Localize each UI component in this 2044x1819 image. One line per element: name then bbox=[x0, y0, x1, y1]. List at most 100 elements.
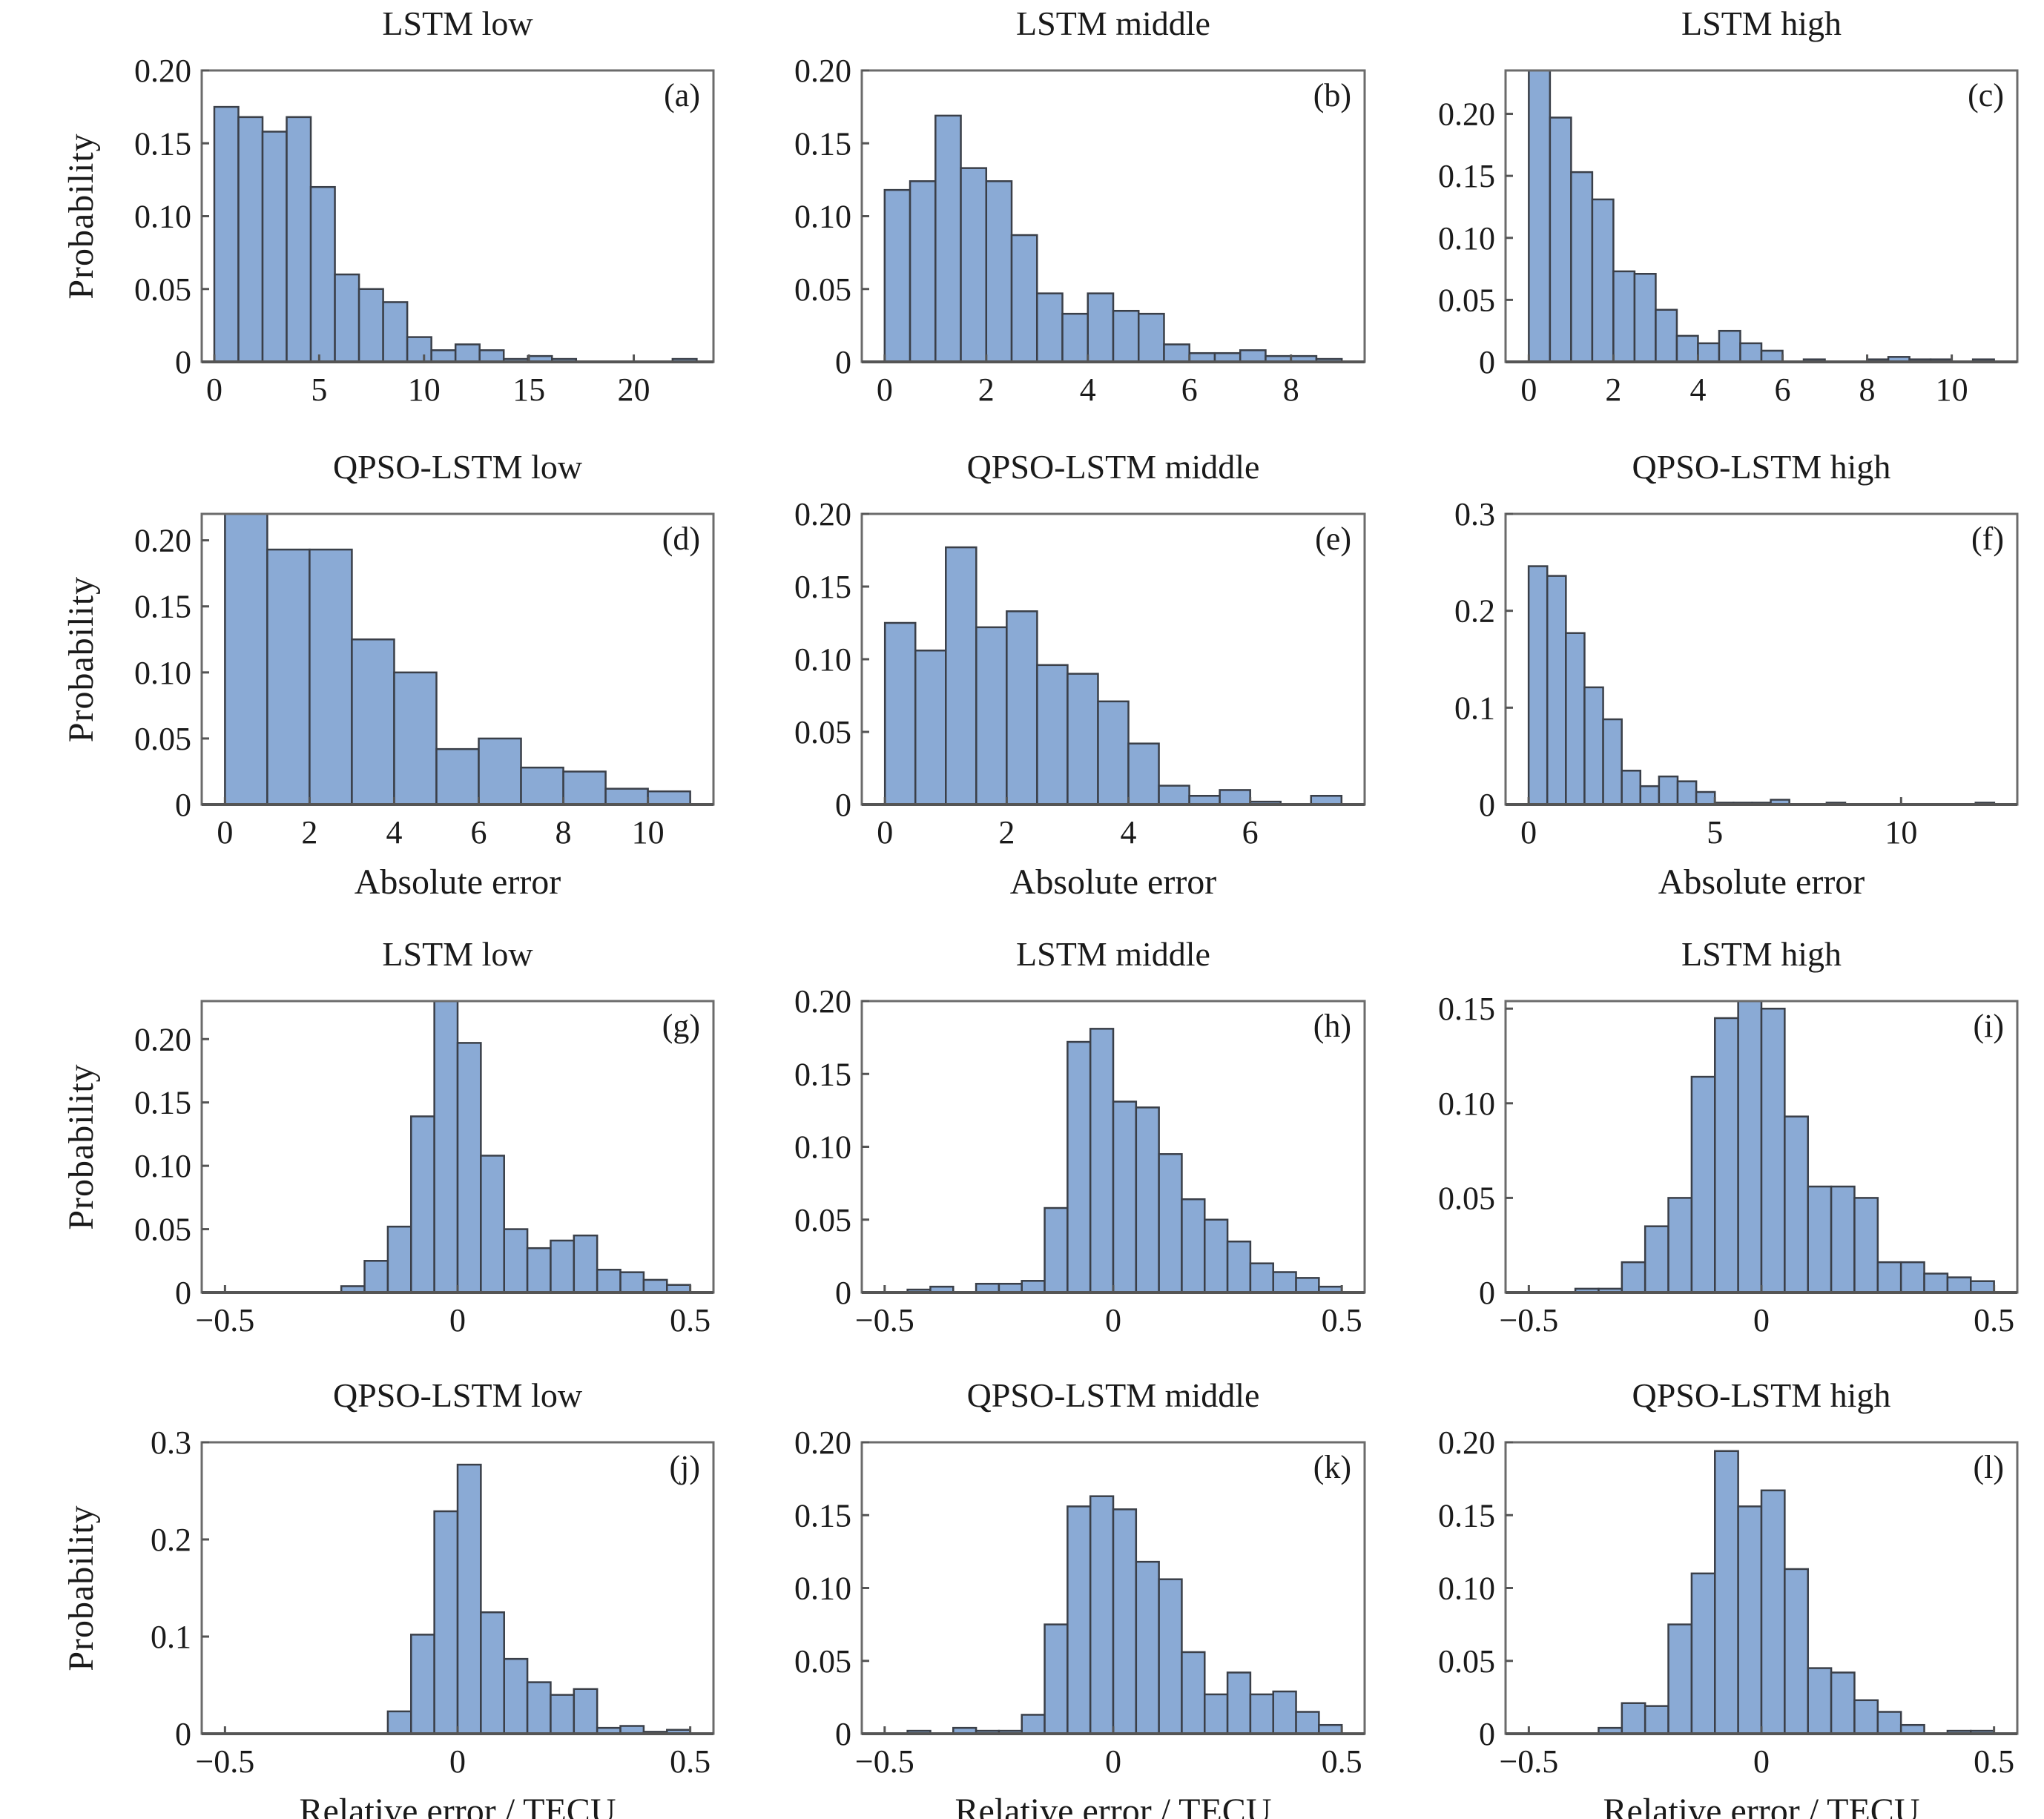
y-tick-label-e: 0 bbox=[835, 787, 851, 823]
histogram-bar-b-2 bbox=[934, 114, 962, 363]
histogram-bar-i-5 bbox=[1644, 1225, 1669, 1294]
histogram-bar-b-3 bbox=[960, 167, 988, 363]
x-tick-label-d: 0 bbox=[217, 814, 233, 851]
y-tick-label-b: 0.05 bbox=[794, 271, 851, 308]
histogram-bar-l-7 bbox=[1690, 1572, 1716, 1735]
chart-title-h: LSTM middle bbox=[1016, 935, 1210, 973]
histogram-bar-j-9 bbox=[433, 1510, 459, 1735]
x-tick-label-b: 2 bbox=[978, 372, 995, 408]
x-tick-label-e: 4 bbox=[1121, 814, 1137, 851]
x-axis-label-d: Absolute error bbox=[355, 862, 561, 902]
histogram-bar-e-1 bbox=[914, 649, 947, 806]
x-tick-label-b: 0 bbox=[877, 372, 893, 408]
x-tick-label-d: 6 bbox=[471, 814, 487, 851]
y-tick-label-b: 0.10 bbox=[794, 199, 851, 235]
histogram-bar-c-2 bbox=[1570, 171, 1594, 363]
x-tick-label-c: 4 bbox=[1689, 372, 1706, 408]
histogram-bar-e-11 bbox=[1219, 789, 1251, 806]
histogram-bar-l-10 bbox=[1760, 1489, 1786, 1735]
histogram-bar-k-10 bbox=[1112, 1508, 1138, 1735]
y-tick-label-f: 0.2 bbox=[1454, 593, 1495, 630]
histogram-bar-k-11 bbox=[1135, 1560, 1160, 1735]
x-tick-label-g: 0 bbox=[449, 1302, 466, 1338]
y-tick-label-e: 0.05 bbox=[794, 714, 851, 750]
histogram-bar-d-5 bbox=[435, 747, 480, 806]
histogram-bar-e-2 bbox=[945, 546, 978, 806]
x-tick-label-c: 2 bbox=[1605, 372, 1621, 408]
histogram-bar-h-17 bbox=[1272, 1271, 1297, 1294]
x-tick-label-g: 0.5 bbox=[670, 1302, 711, 1338]
y-tick-label-g: 0.20 bbox=[134, 1021, 191, 1057]
histogram-bar-b-10 bbox=[1137, 312, 1165, 363]
x-tick-label-j: −0.5 bbox=[195, 1743, 254, 1780]
histogram-bar-i-15 bbox=[1876, 1261, 1902, 1294]
y-tick-label-f: 0 bbox=[1479, 787, 1495, 823]
histogram-bar-h-6 bbox=[1021, 1280, 1046, 1294]
histogram-bar-h-11 bbox=[1135, 1106, 1160, 1294]
y-tick-label-c: 0.10 bbox=[1438, 220, 1495, 257]
y-tick-label-g: 0.15 bbox=[134, 1085, 191, 1121]
histogram-bar-i-17 bbox=[1923, 1272, 1949, 1294]
histogram-bar-k-16 bbox=[1249, 1693, 1274, 1735]
histogram-bar-a-4 bbox=[309, 185, 336, 363]
histogram-bar-l-8 bbox=[1714, 1450, 1739, 1735]
x-tick-label-b: 4 bbox=[1080, 372, 1096, 408]
histogram-bar-i-8 bbox=[1714, 1017, 1739, 1294]
histogram-bar-g-14 bbox=[550, 1239, 576, 1294]
histogram-bar-d-7 bbox=[520, 766, 564, 806]
x-tick-label-e: 6 bbox=[1242, 814, 1259, 851]
histogram-bar-l-4 bbox=[1621, 1702, 1646, 1735]
y-tick-label-i: 0.10 bbox=[1438, 1086, 1495, 1122]
histogram-bar-g-10 bbox=[456, 1042, 482, 1294]
histogram-bar-j-15 bbox=[573, 1688, 599, 1735]
x-axis-label-j: Relative error / TECU bbox=[300, 1792, 616, 1819]
histogram-bar-b-7 bbox=[1061, 312, 1089, 363]
histogram-bar-g-11 bbox=[480, 1155, 505, 1294]
histogram-bar-c-11 bbox=[1760, 349, 1784, 363]
y-tick-label-k: 0.05 bbox=[794, 1643, 851, 1680]
y-tick-label-a: 0 bbox=[175, 344, 191, 380]
histogram-bar-h-8 bbox=[1066, 1040, 1092, 1294]
y-axis-label-j: Probability bbox=[62, 1505, 101, 1671]
histogram-bar-a-5 bbox=[334, 273, 360, 363]
histogram-bar-b-5 bbox=[1010, 234, 1038, 363]
histogram-bar-a-1 bbox=[237, 116, 264, 363]
x-tick-label-d: 2 bbox=[301, 814, 317, 851]
histogram-bar-c-9 bbox=[1718, 329, 1741, 363]
histogram-bar-d-6 bbox=[478, 737, 522, 806]
x-tick-label-j: 0 bbox=[449, 1743, 466, 1780]
panel-label-c: (c) bbox=[1968, 77, 2004, 113]
y-tick-label-d: 0.20 bbox=[134, 523, 191, 559]
histogram-bar-d-2 bbox=[309, 548, 353, 806]
y-tick-label-l: 0.15 bbox=[1438, 1497, 1495, 1534]
histogram-bar-b-8 bbox=[1087, 292, 1115, 363]
y-tick-label-k: 0 bbox=[835, 1716, 851, 1752]
histogram-bar-k-12 bbox=[1158, 1578, 1183, 1735]
histogram-bar-a-11 bbox=[478, 349, 505, 363]
histogram-bar-c-10 bbox=[1739, 342, 1763, 363]
y-tick-label-i: 0.05 bbox=[1438, 1180, 1495, 1216]
x-tick-label-a: 15 bbox=[512, 372, 545, 408]
y-tick-label-k: 0.20 bbox=[794, 1425, 851, 1461]
histogram-bar-f-0 bbox=[1527, 565, 1549, 806]
x-tick-label-d: 4 bbox=[386, 814, 402, 851]
histogram-bar-l-11 bbox=[1784, 1568, 1809, 1735]
x-tick-label-j: 0.5 bbox=[670, 1743, 711, 1780]
histogram-bar-e-5 bbox=[1036, 664, 1069, 806]
histogram-bar-l-6 bbox=[1667, 1623, 1693, 1735]
x-tick-label-d: 10 bbox=[632, 814, 665, 851]
y-tick-label-c: 0 bbox=[1479, 344, 1495, 380]
histogram-bar-c-8 bbox=[1697, 342, 1721, 363]
histogram-bar-f-9 bbox=[1695, 790, 1716, 806]
y-tick-label-h: 0.05 bbox=[794, 1202, 851, 1238]
chart-title-j: QPSO-LSTM low bbox=[333, 1376, 583, 1414]
histogram-bar-h-12 bbox=[1158, 1153, 1183, 1294]
histogram-bar-b-9 bbox=[1112, 309, 1140, 363]
x-axis-label-l: Relative error / TECU bbox=[1603, 1792, 1920, 1819]
histogram-bar-e-8 bbox=[1127, 742, 1160, 806]
histogram-bar-l-15 bbox=[1876, 1711, 1902, 1735]
x-axis-label-k: Relative error / TECU bbox=[955, 1792, 1272, 1819]
histogram-bar-f-6 bbox=[1639, 785, 1661, 806]
histogram-bar-g-15 bbox=[573, 1234, 599, 1294]
histogram-bar-i-14 bbox=[1853, 1197, 1879, 1294]
